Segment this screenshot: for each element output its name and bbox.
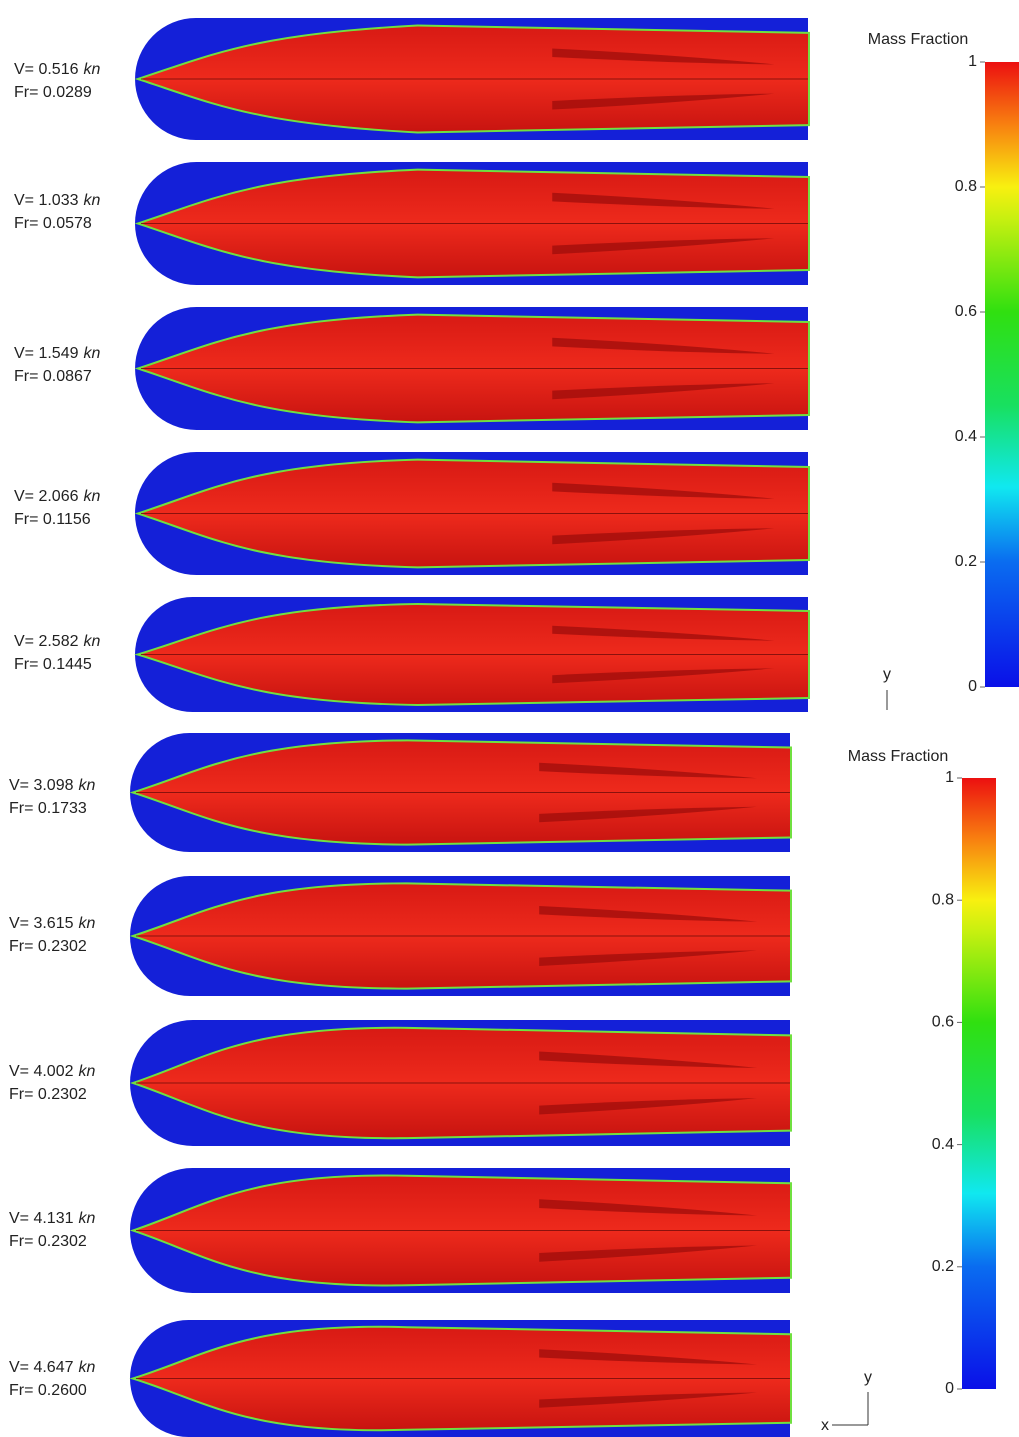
hull-panel: V= 3.615 kn Fr= 0.2302 bbox=[9, 876, 792, 996]
colorbar bbox=[962, 778, 996, 1389]
keel-streak bbox=[539, 1392, 757, 1408]
colorbar-tick-label: 0.4 bbox=[955, 428, 977, 445]
speed-label: V= 4.647 kn bbox=[9, 1359, 96, 1376]
froude-label: Fr= 0.1733 bbox=[9, 800, 87, 817]
colorbar-tick-label: 0.2 bbox=[955, 553, 977, 570]
axis-label: x bbox=[821, 1417, 829, 1434]
colorbar-tick-label: 0.6 bbox=[932, 1014, 954, 1031]
speed-value: V= 0.516 bbox=[14, 61, 79, 78]
keel-streak bbox=[552, 625, 775, 641]
speed-unit: kn bbox=[84, 192, 101, 209]
speed-unit: kn bbox=[79, 1063, 96, 1080]
keel-streak bbox=[552, 93, 775, 110]
speed-value: V= 1.033 bbox=[14, 192, 79, 209]
hull-panel: V= 0.516 kn Fr= 0.0289 bbox=[14, 18, 810, 140]
speed-unit: kn bbox=[79, 777, 96, 794]
colorbar-title: Mass Fraction bbox=[868, 31, 968, 48]
colorbar-tick-label: 1 bbox=[945, 769, 954, 786]
speed-label: V= 4.131 kn bbox=[9, 1210, 96, 1227]
keel-streak bbox=[539, 950, 757, 966]
speed-label: V= 0.516 kn bbox=[14, 61, 101, 78]
axis-label: y bbox=[883, 666, 891, 683]
keel-streak bbox=[539, 1098, 757, 1115]
speed-label: V= 3.098 kn bbox=[9, 777, 96, 794]
hull-panel: V= 1.033 kn Fr= 0.0578 bbox=[14, 162, 810, 285]
hull-panel: V= 4.002 kn Fr= 0.2302 bbox=[9, 1020, 792, 1146]
speed-value: V= 3.098 bbox=[9, 777, 74, 794]
keel-streak bbox=[552, 383, 775, 400]
froude-label: Fr= 0.2600 bbox=[9, 1382, 87, 1399]
speed-value: V= 2.582 bbox=[14, 633, 79, 650]
colorbar-tick-label: 0 bbox=[968, 678, 977, 695]
colorbar-tick-label: 0.6 bbox=[955, 303, 977, 320]
speed-value: V= 2.066 bbox=[14, 488, 79, 505]
keel-streak bbox=[539, 806, 757, 823]
colorbar-title: Mass Fraction bbox=[848, 748, 948, 765]
froude-label: Fr= 0.2302 bbox=[9, 1233, 87, 1250]
colorbar-tick-label: 0.8 bbox=[955, 178, 977, 195]
speed-label: V= 3.615 kn bbox=[9, 915, 96, 932]
speed-unit: kn bbox=[84, 345, 101, 362]
speed-value: V= 4.647 bbox=[9, 1359, 74, 1376]
colorbar-tick-label: 0.2 bbox=[932, 1258, 954, 1275]
keel-streak bbox=[552, 192, 775, 209]
hull-panel: V= 3.098 kn Fr= 0.1733 bbox=[9, 733, 792, 852]
hull-panel: V= 1.549 kn Fr= 0.0867 bbox=[14, 307, 810, 430]
colorbar-tick-label: 0 bbox=[945, 1380, 954, 1397]
keel-streak bbox=[552, 528, 775, 545]
speed-unit: kn bbox=[84, 61, 101, 78]
colorbar bbox=[985, 62, 1019, 687]
speed-unit: kn bbox=[79, 1210, 96, 1227]
speed-value: V= 4.131 bbox=[9, 1210, 74, 1227]
speed-label: V= 1.549 kn bbox=[14, 345, 101, 362]
froude-label: Fr= 0.0867 bbox=[14, 368, 92, 385]
hull-panel: V= 4.131 kn Fr= 0.2302 bbox=[9, 1168, 792, 1293]
keel-streak bbox=[552, 48, 775, 65]
hull-panel: V= 4.647 kn Fr= 0.2600 bbox=[9, 1320, 792, 1437]
axis-label: y bbox=[864, 1369, 872, 1386]
speed-unit: kn bbox=[84, 633, 101, 650]
speed-label: V= 2.066 kn bbox=[14, 488, 101, 505]
keel-streak bbox=[539, 1349, 757, 1365]
speed-label: V= 4.002 kn bbox=[9, 1063, 96, 1080]
colorbar-tick-label: 1 bbox=[968, 53, 977, 70]
keel-streak bbox=[539, 1199, 757, 1216]
speed-unit: kn bbox=[84, 488, 101, 505]
speed-label: V= 2.582 kn bbox=[14, 633, 101, 650]
speed-value: V= 3.615 bbox=[9, 915, 74, 932]
keel-streak bbox=[552, 668, 775, 684]
froude-label: Fr= 0.2302 bbox=[9, 1086, 87, 1103]
hull-panel: V= 2.066 kn Fr= 0.1156 bbox=[14, 452, 810, 575]
speed-value: V= 1.549 bbox=[14, 345, 79, 362]
froude-label: Fr= 0.0578 bbox=[14, 215, 92, 232]
froude-label: Fr= 0.1445 bbox=[14, 656, 92, 673]
keel-streak bbox=[539, 1051, 757, 1068]
colorbar-tick-label: 0.4 bbox=[932, 1136, 954, 1153]
colorbar-tick-label: 0.8 bbox=[932, 891, 954, 908]
froude-label: Fr= 0.2302 bbox=[9, 938, 87, 955]
speed-value: V= 4.002 bbox=[9, 1063, 74, 1080]
hull-panel: V= 2.582 kn Fr= 0.1445 bbox=[14, 597, 810, 712]
keel-streak bbox=[552, 337, 775, 354]
keel-streak bbox=[552, 238, 775, 255]
speed-label: V= 1.033 kn bbox=[14, 192, 101, 209]
keel-streak bbox=[539, 906, 757, 922]
keel-streak bbox=[552, 482, 775, 499]
speed-unit: kn bbox=[79, 1359, 96, 1376]
speed-unit: kn bbox=[79, 915, 96, 932]
froude-label: Fr= 0.0289 bbox=[14, 84, 92, 101]
keel-streak bbox=[539, 1245, 757, 1262]
keel-streak bbox=[539, 762, 757, 779]
froude-label: Fr= 0.1156 bbox=[14, 511, 91, 528]
